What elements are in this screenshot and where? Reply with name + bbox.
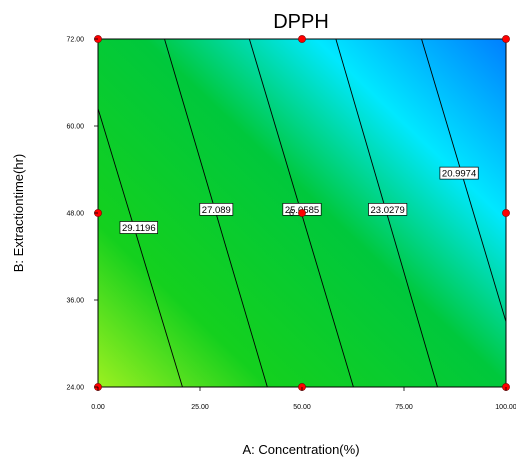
x-axis-ticks: 0.00 25.00 50.00 75.00 100.00 — [91, 387, 516, 411]
y-tick-label: 60.00 — [66, 124, 84, 131]
contour-line-1 — [97, 108, 183, 388]
contour-label-box — [199, 203, 234, 216]
design-point-5 — [298, 209, 306, 217]
y-axis-label: B: Extractiontime(hr) — [11, 154, 26, 272]
chart-title: DPPH — [273, 11, 329, 33]
contour-label-1: 29.1196 — [119, 221, 158, 234]
x-tick-label: 100.00 — [495, 404, 516, 411]
contour-label-text: 23.0279 — [371, 205, 405, 216]
x-tick-label: 0.00 — [91, 404, 105, 411]
design-point-8 — [298, 35, 306, 43]
contour-label-4: 23.0279 — [368, 203, 408, 216]
x-axis-label: A: Concentration(%) — [242, 442, 359, 457]
y-tick-label: 72.00 — [66, 37, 84, 44]
y-tick-label: 24.00 — [66, 385, 84, 392]
contour-label-5: 20.9974 — [439, 166, 479, 180]
contour-label-text: 20.9974 — [442, 169, 476, 180]
y-tick-label: 36.00 — [66, 298, 84, 305]
x-tick-label: 50.00 — [293, 404, 311, 411]
contour-label-text: 29.1196 — [122, 223, 156, 234]
x-tick-label: 25.00 — [191, 404, 209, 411]
contour-line-5 — [421, 38, 507, 322]
x-tick-label: 75.00 — [395, 404, 413, 411]
design-point-9 — [502, 35, 510, 43]
contour-label-text: 27.089 — [202, 205, 231, 216]
design-point-6 — [502, 209, 510, 217]
contour-label-box — [439, 166, 479, 180]
contour-label-box — [368, 203, 408, 216]
contour-label-2: 27.089 — [199, 203, 234, 216]
contour-label-box — [119, 221, 158, 234]
y-axis-ticks: 24.00 36.00 48.00 60.00 72.00 — [66, 37, 98, 392]
y-tick-label: 48.00 — [66, 211, 84, 218]
center-point-count: 6 — [289, 208, 294, 218]
